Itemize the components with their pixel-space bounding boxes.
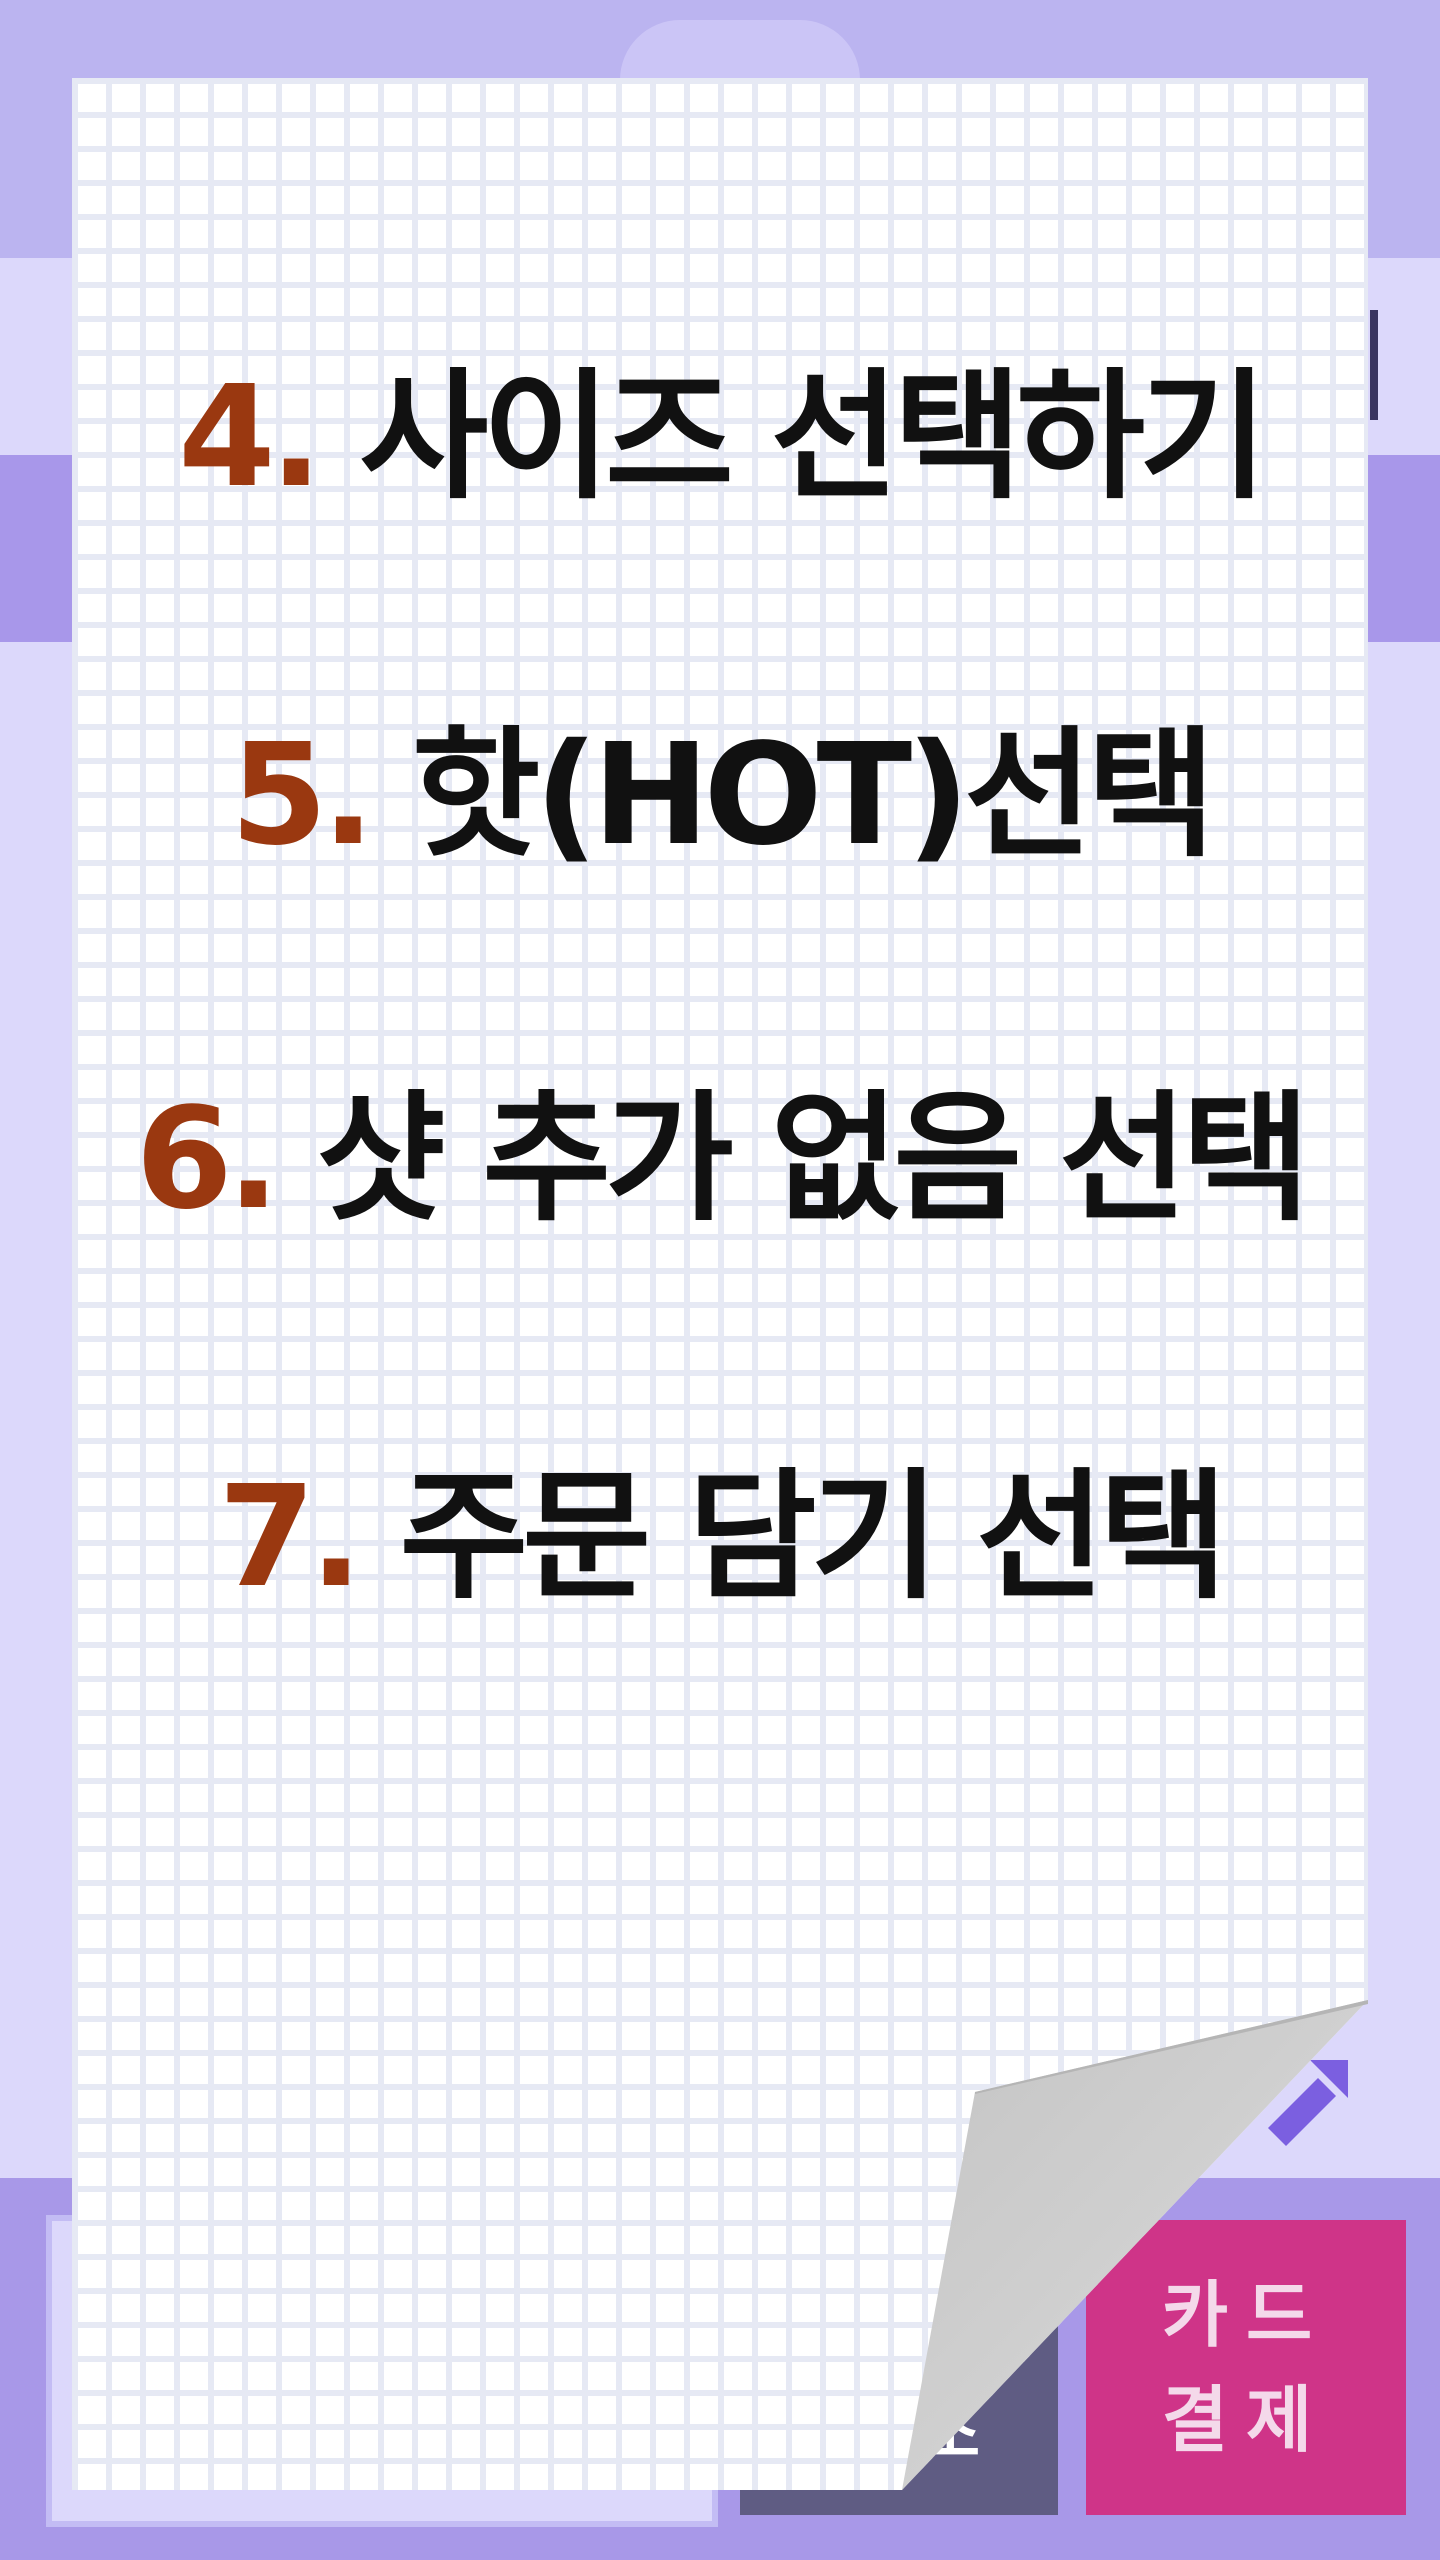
step-7-number: 7. [218, 1456, 363, 1619]
step-6-text: 샷 추가 없음 선택 [316, 1078, 1311, 1241]
step-4-number: 4. [178, 356, 323, 519]
step-7: 7. 주문 담기 선택 [72, 1468, 1368, 1608]
step-5-number: 5. [230, 714, 375, 877]
card-pay-button[interactable]: 카드 결제 [1086, 2220, 1406, 2515]
step-4-text: 사이즈 선택하기 [359, 356, 1268, 519]
card-pay-label-line1: 카드 [1161, 2273, 1331, 2358]
step-7-text: 주문 담기 선택 [399, 1456, 1228, 1619]
step-6-number: 6. [135, 1078, 280, 1241]
step-6: 6. 샷 추가 없음 선택 [72, 1090, 1368, 1230]
step-5: 5. 핫(HOT)선택 [72, 726, 1368, 866]
scroll-edge [1370, 310, 1378, 420]
step-5-text: 핫(HOT)선택 [411, 714, 1216, 877]
card-pay-label-line2: 결제 [1161, 2377, 1331, 2462]
step-4: 4. 사이즈 선택하기 [72, 368, 1368, 508]
